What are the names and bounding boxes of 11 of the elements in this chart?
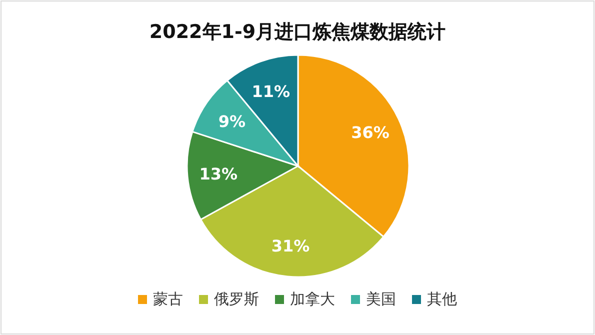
data-label: 31% [271, 236, 310, 256]
legend-label: 蒙古 [153, 290, 183, 308]
data-label: 36% [351, 122, 390, 142]
data-label: 13% [199, 164, 238, 184]
data-label: 9% [218, 112, 246, 132]
legend-label: 俄罗斯 [214, 290, 259, 308]
legend-label: 其他 [427, 290, 457, 308]
data-label: 11% [252, 82, 290, 101]
legend-label: 美国 [366, 290, 396, 308]
chart-title: 2022年1-9月进口炼焦煤数据统计 [149, 21, 446, 43]
legend-label: 加拿大 [290, 290, 335, 308]
